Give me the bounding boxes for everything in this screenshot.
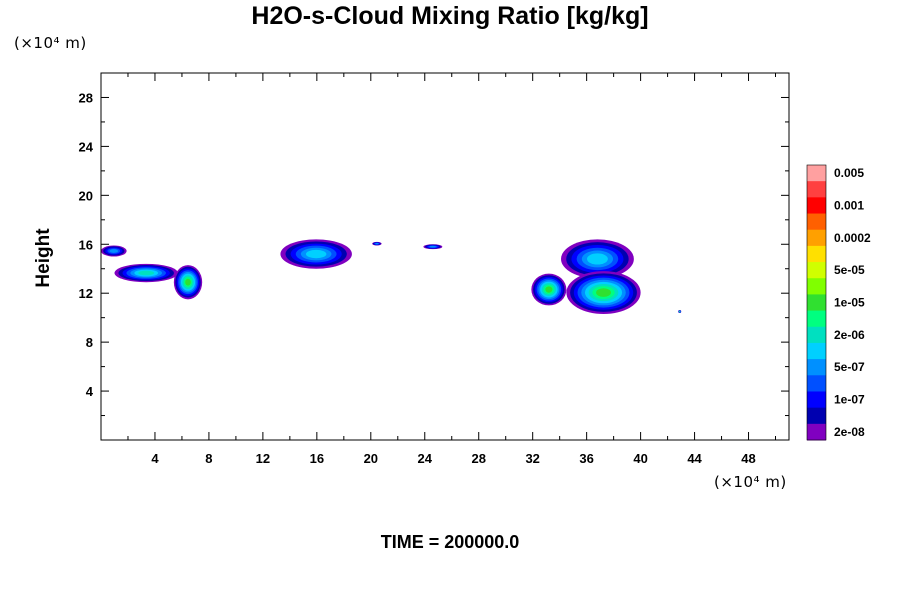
colorbar-segment	[807, 423, 826, 441]
colorbar-segment	[807, 294, 826, 312]
y-tick-label: 8	[86, 335, 93, 350]
x-tick-label: 40	[633, 451, 647, 466]
colorbar-segment	[807, 375, 826, 392]
y-axis-unit-label: (×10⁴ m)	[14, 34, 87, 52]
colorbar-segment	[807, 310, 826, 328]
cloud-contour	[185, 278, 191, 286]
colorbar-segment	[807, 326, 826, 344]
colorbar-segment	[807, 245, 826, 263]
cloud-contour	[138, 270, 155, 276]
colorbar-label: 2e-06	[834, 328, 865, 342]
cloud-contour	[429, 245, 437, 248]
colorbar-segment	[807, 391, 826, 409]
x-tick-label: 48	[741, 451, 755, 466]
y-tick-label: 12	[79, 286, 93, 301]
colorbar-segment	[807, 278, 826, 295]
colorbar-segment	[807, 407, 826, 425]
colorbar-label: 1e-05	[834, 296, 865, 310]
x-tick-label: 44	[687, 451, 702, 466]
y-tick-label: 16	[79, 237, 93, 252]
x-tick-label: 20	[364, 451, 378, 466]
y-tick-label: 20	[79, 188, 93, 203]
x-tick-label: 32	[525, 451, 539, 466]
y-axis-label: Height	[33, 228, 54, 288]
x-tick-label: 12	[256, 451, 270, 466]
x-tick-label: 4	[151, 451, 159, 466]
colorbar-label: 0.0002	[834, 231, 871, 245]
colorbar-label: 5e-05	[834, 263, 865, 277]
y-tick-label: 4	[86, 384, 94, 399]
colorbar-segment	[807, 342, 826, 360]
x-tick-label: 28	[471, 451, 485, 466]
chart-title: H2O-s-Cloud Mixing Ratio [kg/kg]	[251, 2, 649, 30]
time-footer: TIME = 200000.0	[380, 532, 520, 552]
cloud-contour	[305, 249, 327, 259]
x-tick-label: 8	[205, 451, 212, 466]
cloud-regions	[101, 239, 682, 314]
cloud-contour	[596, 288, 611, 297]
x-axis-unit-label: (×10⁴ m)	[714, 473, 787, 491]
x-tick-label: 36	[579, 451, 593, 466]
colorbar-label: 1e-07	[834, 393, 865, 407]
colorbar-segment	[807, 359, 826, 376]
cloud-contour	[545, 286, 553, 293]
cloud-contour	[109, 249, 119, 253]
cloud-contour	[375, 243, 379, 245]
colorbar-segment	[807, 181, 826, 198]
colorbar-segment	[807, 197, 826, 215]
y-tick-label: 28	[79, 90, 93, 105]
colorbar-segment	[807, 262, 826, 279]
x-tick-label: 16	[310, 451, 324, 466]
colorbar-label: 5e-07	[834, 360, 865, 374]
plot-frame	[100, 72, 790, 441]
cloud-contour	[587, 253, 608, 265]
colorbar-label: 0.001	[834, 198, 864, 212]
colorbar-label: 2e-08	[834, 425, 865, 439]
colorbar-segment	[807, 165, 826, 182]
colorbar-label: 0.005	[834, 166, 864, 180]
y-tick-label: 24	[79, 139, 94, 154]
colorbar: 2e-08 1e-07 5e-07 2e-06 1e-05 5e-05 0.0002 0.00…	[806, 164, 871, 441]
colorbar-segment	[807, 213, 826, 231]
colorbar-frame	[806, 164, 827, 441]
x-tick-label: 24	[418, 451, 433, 466]
cloud-contour	[679, 311, 681, 312]
colorbar-segment	[807, 229, 826, 247]
